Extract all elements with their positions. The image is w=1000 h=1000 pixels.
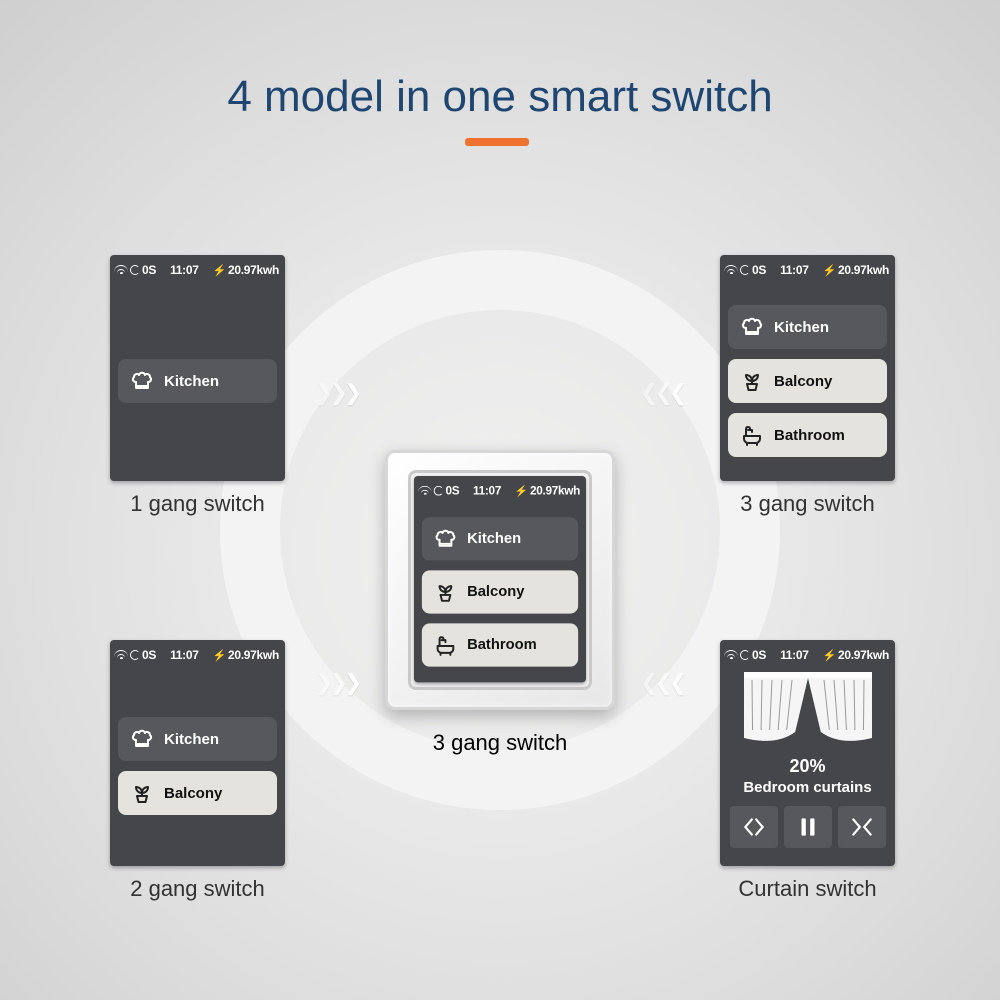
room-button-kitchen[interactable]: Kitchen [422,517,578,560]
curtain-close-button[interactable] [838,806,886,848]
bolt-icon: ⚡ [823,264,836,277]
curtain-area: 20% Bedroom curtains [720,666,895,866]
center-device-caption: 3 gang switch [0,730,1000,756]
curtain-percent: 20% [789,756,825,777]
panel-caption: 3 gang switch [720,491,895,517]
switch-rows: Kitchen [110,281,285,481]
room-button-kitchen[interactable]: Kitchen [728,305,887,349]
status-net: 0S [752,263,766,277]
bolt-icon: ⚡ [823,649,836,662]
room-button-label: Balcony [467,583,524,600]
curtain-label: Bedroom curtains [743,779,871,796]
wifi-icon [724,265,738,275]
room-button-label: Bathroom [774,427,845,444]
panel-caption: 1 gang switch [110,491,285,517]
status-power: 20.97kwh [228,648,279,662]
room-button-label: Kitchen [164,373,219,390]
panel-two-gang: 0S 11:07 ⚡ 20.97kwh Kitchen Balcony 2 ga… [110,640,285,902]
status-time: 11:07 [780,648,809,662]
room-button-label: Kitchen [774,319,829,336]
wifi-icon [418,486,432,496]
status-bar: 0S 11:07 ⚡ 20.97kwh [110,259,285,281]
arrow-left-icon: ❮❮❮ [640,380,683,406]
room-button-bathroom[interactable]: Bathroom [728,413,887,457]
status-net: 0S [142,263,156,277]
status-net: 0S [445,484,459,498]
accent-underline [465,138,529,146]
plant-icon [434,580,458,604]
room-button-bathroom[interactable]: Bathroom [422,623,578,666]
room-button-balcony[interactable]: Balcony [118,771,277,815]
arrow-left-icon: ❮❮❮ [640,670,683,696]
device-screen: 0S 11:07 ⚡ 20.97kwh Kitchen Balcony [414,476,586,682]
room-button-label: Balcony [774,373,832,390]
device-screen: 0S 11:07 ⚡ 20.97kwh Kitchen [110,255,285,481]
panel-curtain: 0S 11:07 ⚡ 20.97kwh 20% Bedroom curtains [720,640,895,902]
wifi-icon [114,265,128,275]
status-bar: 0S 11:07 ⚡ 20.97kwh [110,644,285,666]
panel-caption: Curtain switch [720,876,895,902]
chef-hat-icon [130,369,154,393]
status-time: 11:07 [170,648,199,662]
plant-icon [130,781,154,805]
device-screen: 0S 11:07 ⚡ 20.97kwh Kitchen Balcony [720,255,895,481]
page-title: 4 model in one smart switch [0,72,1000,122]
curtain-open-button[interactable] [730,806,778,848]
room-button-balcony[interactable]: Balcony [422,570,578,613]
arrow-right-icon: ❯❯❯ [315,670,358,696]
room-button-balcony[interactable]: Balcony [728,359,887,403]
room-button-label: Balcony [164,785,222,802]
status-time: 11:07 [780,263,809,277]
panel-caption: 2 gang switch [110,876,285,902]
stage: 4 model in one smart switch 0S 11:07 ⚡ 2… [0,0,1000,1000]
status-time: 11:07 [473,484,501,498]
room-button-label: Bathroom [467,636,537,653]
loading-icon [130,650,140,660]
bolt-icon: ⚡ [213,264,226,277]
status-bar: 0S 11:07 ⚡ 20.97kwh [414,480,586,502]
wifi-icon [114,650,128,660]
room-button-kitchen[interactable]: Kitchen [118,359,277,403]
status-bar: 0S 11:07 ⚡ 20.97kwh [720,259,895,281]
status-power: 20.97kwh [228,263,279,277]
bolt-icon: ⚡ [213,649,226,662]
switch-rows: Kitchen Balcony Bathroom [720,281,895,481]
center-device-inner-bezel: 0S 11:07 ⚡ 20.97kwh Kitchen Balcony [408,470,592,690]
wifi-icon [724,650,738,660]
bathtub-icon [434,633,458,657]
status-net: 0S [752,648,766,662]
switch-rows: Kitchen Balcony Bathroom [414,502,586,682]
panel-one-gang: 0S 11:07 ⚡ 20.97kwh Kitchen 1 gang switc… [110,255,285,517]
loading-icon [740,650,750,660]
status-time: 11:07 [170,263,199,277]
chef-hat-icon [740,315,764,339]
status-power: 20.97kwh [838,648,889,662]
switch-rows: Kitchen Balcony [110,666,285,866]
status-power: 20.97kwh [838,263,889,277]
status-net: 0S [142,648,156,662]
room-button-label: Kitchen [467,530,521,547]
arrow-right-icon: ❯❯❯ [315,380,358,406]
plant-icon [740,369,764,393]
status-bar: 0S 11:07 ⚡ 20.97kwh [720,644,895,666]
loading-icon [740,265,750,275]
loading-icon [434,486,444,496]
center-device-bezel: 0S 11:07 ⚡ 20.97kwh Kitchen Balcony [385,450,615,710]
bolt-icon: ⚡ [515,484,528,497]
panel-three-gang: 0S 11:07 ⚡ 20.97kwh Kitchen Balcony [720,255,895,517]
chef-hat-icon [434,527,458,551]
bathtub-icon [740,423,764,447]
curtain-pause-button[interactable] [784,806,832,848]
status-power: 20.97kwh [530,484,580,498]
loading-icon [130,265,140,275]
